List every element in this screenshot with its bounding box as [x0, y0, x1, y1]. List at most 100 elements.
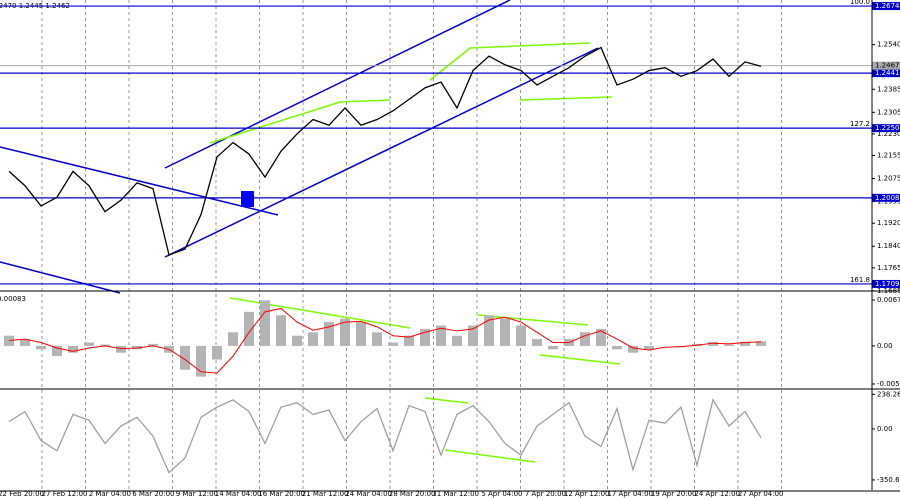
histogram-bar [68, 345, 78, 353]
histogram-bar [596, 328, 606, 346]
histogram-bar [212, 345, 222, 360]
channel-line [164, 47, 599, 258]
x-tick-label: 24 Mar 04:00 [345, 490, 392, 498]
series-line [8, 46, 762, 256]
histogram-bar [36, 345, 46, 350]
level-tag [872, 124, 900, 133]
x-tick-label: 6 Mar 20:00 [132, 490, 174, 498]
y-tick-label: 0.00 [877, 342, 893, 350]
level-name: 127.2 [850, 120, 870, 128]
histogram-bar [292, 335, 302, 346]
last-price-label: 1.2467 [875, 62, 900, 70]
histogram-bar [628, 345, 638, 353]
divergence-line [444, 449, 536, 463]
histogram-bar [756, 341, 766, 346]
x-tick-label: 27 Apr 04:00 [738, 490, 784, 498]
histogram-bar [116, 345, 126, 353]
y-tick-label: 0.00 [877, 425, 893, 433]
marker [241, 191, 254, 207]
x-tick-label: 27 Feb 12:00 [42, 490, 88, 498]
y-tick-label: 1.2155 [877, 152, 900, 160]
histogram-bar [196, 345, 206, 377]
y-tick-label: 1.2305 [877, 108, 900, 116]
x-tick-label: 7 Apr 20:00 [525, 490, 566, 498]
histogram-bar [548, 345, 558, 350]
series-line [8, 307, 762, 374]
x-tick-label: 12 Apr 12:00 [564, 490, 610, 498]
x-tick-label: 28 Mar 20:00 [389, 490, 436, 498]
histogram-bar [324, 322, 334, 346]
histogram-bar [740, 341, 750, 346]
histogram-bar [580, 332, 590, 346]
level-label: 1.2008 [875, 194, 900, 202]
histogram-bar [516, 325, 526, 346]
x-tick-label: 22 Feb 20:00 [0, 490, 44, 498]
wedge-line [209, 99, 391, 144]
level-tag [872, 279, 900, 288]
divergence-line [539, 354, 621, 365]
histogram-bar [260, 300, 270, 346]
histogram-bar [724, 344, 734, 346]
x-tick-label: 16 Mar 20:00 [258, 490, 305, 498]
x-tick-label: 9 Mar 12:00 [176, 490, 218, 498]
channel-line [164, 0, 511, 169]
histogram-bar [452, 335, 462, 346]
trend-line [0, 146, 279, 216]
y-tick-label: 1.2385 [877, 85, 900, 93]
x-tick-label: 2 Mar 04:00 [89, 490, 131, 498]
x-tick-label: 21 Mar 12:00 [302, 490, 349, 498]
wedge-line [519, 96, 613, 101]
histogram-bar [644, 345, 654, 350]
histogram-bar [228, 332, 238, 346]
histogram-bar [276, 315, 286, 346]
histogram-bar [468, 325, 478, 346]
histogram-bar [148, 343, 158, 346]
wedge-line [429, 42, 591, 81]
histogram-bar [532, 339, 542, 346]
histogram-bar [420, 328, 430, 346]
histogram-bar [84, 342, 94, 346]
histogram-bar [356, 322, 366, 346]
y-tick-label: 1.1765 [877, 264, 900, 272]
histogram-bar [100, 344, 110, 346]
x-tick-label: 17 Apr 04:00 [607, 490, 653, 498]
histogram-bar [308, 332, 318, 346]
x-tick-label: 31 Mar 12:00 [432, 490, 479, 498]
panel-title: 0.00083 [0, 295, 26, 303]
histogram-bar [612, 345, 622, 350]
y-tick-label: -0.00559 [877, 380, 900, 388]
y-tick-label: -350.692 [877, 476, 900, 484]
histogram-bar [52, 345, 62, 357]
x-tick-label: 19 Apr 20:00 [651, 490, 697, 498]
y-tick-label: 1.1920 [877, 219, 900, 227]
x-tick-label: 24 Apr 12:00 [694, 490, 740, 498]
trend-line [0, 261, 121, 294]
histogram-bar [500, 318, 510, 346]
histogram-bar [244, 311, 254, 346]
level-label: 1.1709 [875, 280, 900, 288]
level-label: 1.2441 [875, 69, 900, 77]
level-tag [872, 193, 900, 202]
y-tick-label: 1.2540 [877, 41, 900, 49]
histogram-bar [180, 345, 190, 370]
histogram-bar [372, 332, 382, 346]
level-label: 1.2250 [875, 124, 900, 132]
divergence-line [477, 314, 589, 326]
histogram-bar [340, 318, 350, 346]
histogram-bar [436, 325, 446, 346]
y-tick-label: 238.2641 [877, 390, 900, 398]
histogram-bar [388, 342, 398, 346]
drawings [0, 0, 621, 463]
level-name: 161.8 [850, 276, 870, 284]
price-tag [872, 61, 900, 70]
y-tick-label: 0.00674 [877, 296, 900, 304]
level-label: 1.2674 [875, 2, 900, 10]
level-tag [872, 2, 900, 11]
y-tick-label: 1.2075 [877, 175, 900, 183]
histogram-bar [404, 335, 414, 346]
y-tick-label: 1.2230 [877, 130, 900, 138]
level-name: 100.0 [850, 0, 870, 6]
histogram-bar [4, 335, 14, 346]
